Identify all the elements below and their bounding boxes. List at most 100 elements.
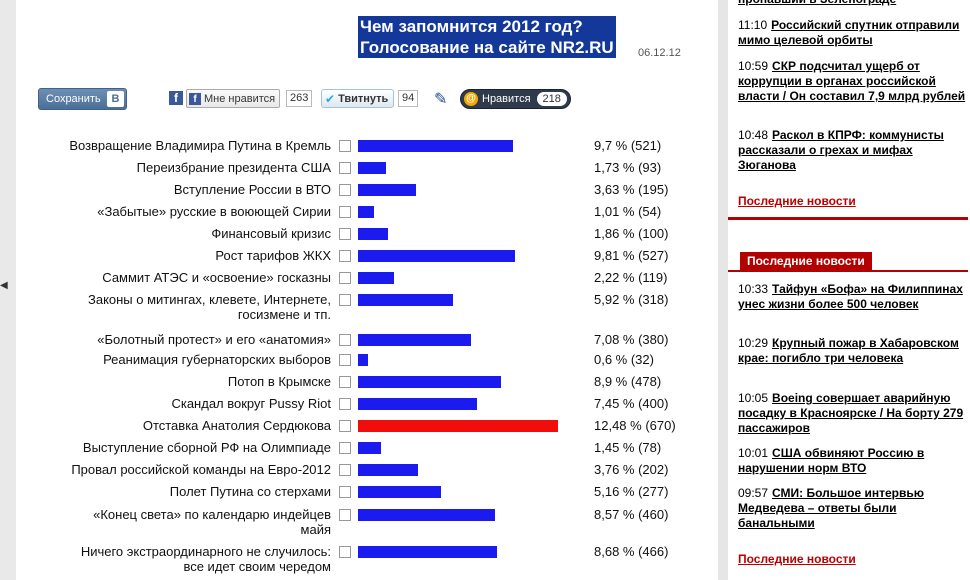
news-headline-link[interactable]: Раскол в КПРФ: коммунисты рассказали о г… <box>738 128 944 172</box>
poll-option-bar <box>358 354 368 366</box>
poll-option-value: 7,45 % (400) <box>594 396 669 411</box>
poll-option-value: 3,76 % (202) <box>594 462 669 477</box>
poll-headline: Чем запомнится 2012 год? Голосование на … <box>358 16 681 59</box>
poll-option-checkbox[interactable] <box>339 184 351 196</box>
poll-option-value: 8,9 % (478) <box>594 374 662 389</box>
poll-option-value: 8,68 % (466) <box>594 544 669 559</box>
facebook-icon[interactable]: f <box>169 91 183 105</box>
poll-option-checkbox[interactable] <box>339 354 351 366</box>
poll-title-link[interactable]: Чем запомнится 2012 год? Голосование на … <box>358 16 616 58</box>
mailru-like-button[interactable]: @ Нравится 218 <box>460 89 571 109</box>
poll-option-bar <box>358 546 497 558</box>
poll-option-checkbox[interactable] <box>339 250 351 262</box>
poll-option-label: Законы о митингах, клевете, Интернете, г… <box>87 292 331 322</box>
share-bar: Сохранить В f f Мне нравится 263 ✔ Твитн… <box>38 88 598 110</box>
poll-option-checkbox[interactable] <box>339 486 351 498</box>
poll-option-label: Выступление сборной РФ на Олимпиаде <box>82 440 331 455</box>
poll-option-checkbox[interactable] <box>339 546 351 558</box>
latest-news-section-title: Последние новости <box>740 252 872 271</box>
poll-option-checkbox[interactable] <box>339 464 351 476</box>
news-headline-link[interactable]: СМИ: Большое интервью Медведева – ответы… <box>738 486 924 530</box>
poll-option-label: Вступление России в ВТО <box>173 182 331 197</box>
poll-option-label: «Забытые» русские в воюющей Сирии <box>97 204 331 219</box>
poll-option-bar <box>358 509 495 521</box>
news-item: 11:10 Российский спутник отправили мимо ц… <box>738 18 966 48</box>
poll-option-checkbox[interactable] <box>339 398 351 410</box>
poll-option-value: 0,6 % (32) <box>594 352 654 367</box>
poll-option-label: Полет Путина со стерхами <box>169 484 331 499</box>
poll-option-checkbox[interactable] <box>339 294 351 306</box>
news-item: 09:57 СМИ: Большое интервью Медведева – о… <box>738 486 966 531</box>
poll-option-label: Реанимация губернаторских выборов <box>103 352 331 367</box>
poll-option-value: 9,81 % (527) <box>594 248 669 263</box>
poll-option-label: Возвращение Владимира Путина в Кремль <box>69 138 331 153</box>
poll-option-checkbox[interactable] <box>339 140 351 152</box>
news-time: 10:48 <box>738 128 769 142</box>
poll-option-label: Отставка Анатолия Сердюкова <box>142 418 331 433</box>
poll-option-label: Потоп в Крымске <box>227 374 331 389</box>
news-headline-link[interactable]: Тайфун «Бофа» на Филиппинах унес жизни б… <box>738 282 963 311</box>
left-edge-strip: ◀ <box>0 0 16 580</box>
news-item: 10:33 Тайфун «Бофа» на Филиппинах унес жи… <box>738 282 966 312</box>
news-item: 10:29 Крупный пожар в Хабаровском крае: п… <box>738 336 966 366</box>
news-headline-link[interactable]: пропавший в Зеленограде <box>738 0 896 6</box>
poll-option-label: Рост тарифов ЖКХ <box>215 248 331 263</box>
news-headline-link[interactable]: Российский спутник отправили мимо целево… <box>738 18 960 47</box>
poll-option-bar <box>358 140 513 152</box>
poll-option-bar <box>358 376 501 388</box>
poll-option-label: Переизбрание президента США <box>136 160 331 175</box>
news-time: 10:05 <box>738 391 769 405</box>
collapse-arrow-icon[interactable]: ◀ <box>0 280 8 291</box>
news-headline-link[interactable]: СКР подсчитал ущерб от коррупции в орган… <box>738 59 966 103</box>
poll-option-label: «Болотный протест» и его «анатомия» <box>97 332 331 347</box>
poll-option-bar <box>358 398 477 410</box>
mailru-like-count: 218 <box>536 92 567 106</box>
poll-option-value: 3,63 % (195) <box>594 182 669 197</box>
mailru-like-label: Нравится <box>482 93 531 105</box>
news-headline-link[interactable]: США обвиняют Россию в нарушении норм ВТО <box>738 446 925 475</box>
pencil-icon[interactable]: ✎ <box>434 91 448 108</box>
poll-option-checkbox[interactable] <box>339 509 351 521</box>
latest-news-link-2[interactable]: Последние новости <box>738 552 856 566</box>
poll-option-value: 5,16 % (277) <box>594 484 669 499</box>
poll-option-bar <box>358 464 418 476</box>
tweet-label: Твитнуть <box>338 92 389 105</box>
poll-option-value: 1,73 % (93) <box>594 160 662 175</box>
news-time: 09:57 <box>738 486 769 500</box>
vk-save-button[interactable]: Сохранить В <box>38 88 127 110</box>
section-rule <box>728 217 968 220</box>
poll-option-value: 1,45 % (78) <box>594 440 662 455</box>
poll-option-checkbox[interactable] <box>339 162 351 174</box>
poll-date: 06.12.12 <box>638 47 681 59</box>
twitter-bird-icon: ✔ <box>325 91 336 106</box>
vk-logo-icon: В <box>107 91 124 107</box>
poll-option-checkbox[interactable] <box>339 420 351 432</box>
poll-option-value: 1,86 % (100) <box>594 226 669 241</box>
poll-option-checkbox[interactable] <box>339 334 351 346</box>
news-time: 10:59 <box>738 59 769 73</box>
tweet-count: 94 <box>398 90 419 107</box>
news-time: 11:10 <box>738 18 768 32</box>
news-headline-link[interactable]: Boeing совершает аварийную посадку в Кра… <box>738 391 964 435</box>
poll-option-bar <box>358 228 388 240</box>
news-time: 10:33 <box>738 282 769 296</box>
latest-news-link-1[interactable]: Последние новости <box>738 194 856 208</box>
news-item: 10:59 СКР подсчитал ущерб от коррупции в … <box>738 59 966 104</box>
facebook-like-count: 263 <box>286 90 313 107</box>
facebook-like-label: Мне нравится <box>204 92 276 105</box>
tweet-button[interactable]: ✔ Твитнуть <box>321 89 395 108</box>
poll-option-checkbox[interactable] <box>339 272 351 284</box>
news-time: 10:01 <box>738 446 769 460</box>
poll-option-checkbox[interactable] <box>339 206 351 218</box>
poll-option-bar <box>358 294 453 306</box>
poll-option-checkbox[interactable] <box>339 228 351 240</box>
news-headline-link[interactable]: Крупный пожар в Хабаровском крае: погибл… <box>738 336 959 365</box>
facebook-like-button[interactable]: f Мне нравится <box>186 89 281 108</box>
poll-option-checkbox[interactable] <box>339 376 351 388</box>
poll-option-value: 1,01 % (54) <box>594 204 662 219</box>
news-time: 10:29 <box>738 336 769 350</box>
poll-option-value: 2,22 % (119) <box>594 270 668 285</box>
poll-option-value: 7,08 % (380) <box>594 332 669 347</box>
poll-option-checkbox[interactable] <box>339 442 351 454</box>
